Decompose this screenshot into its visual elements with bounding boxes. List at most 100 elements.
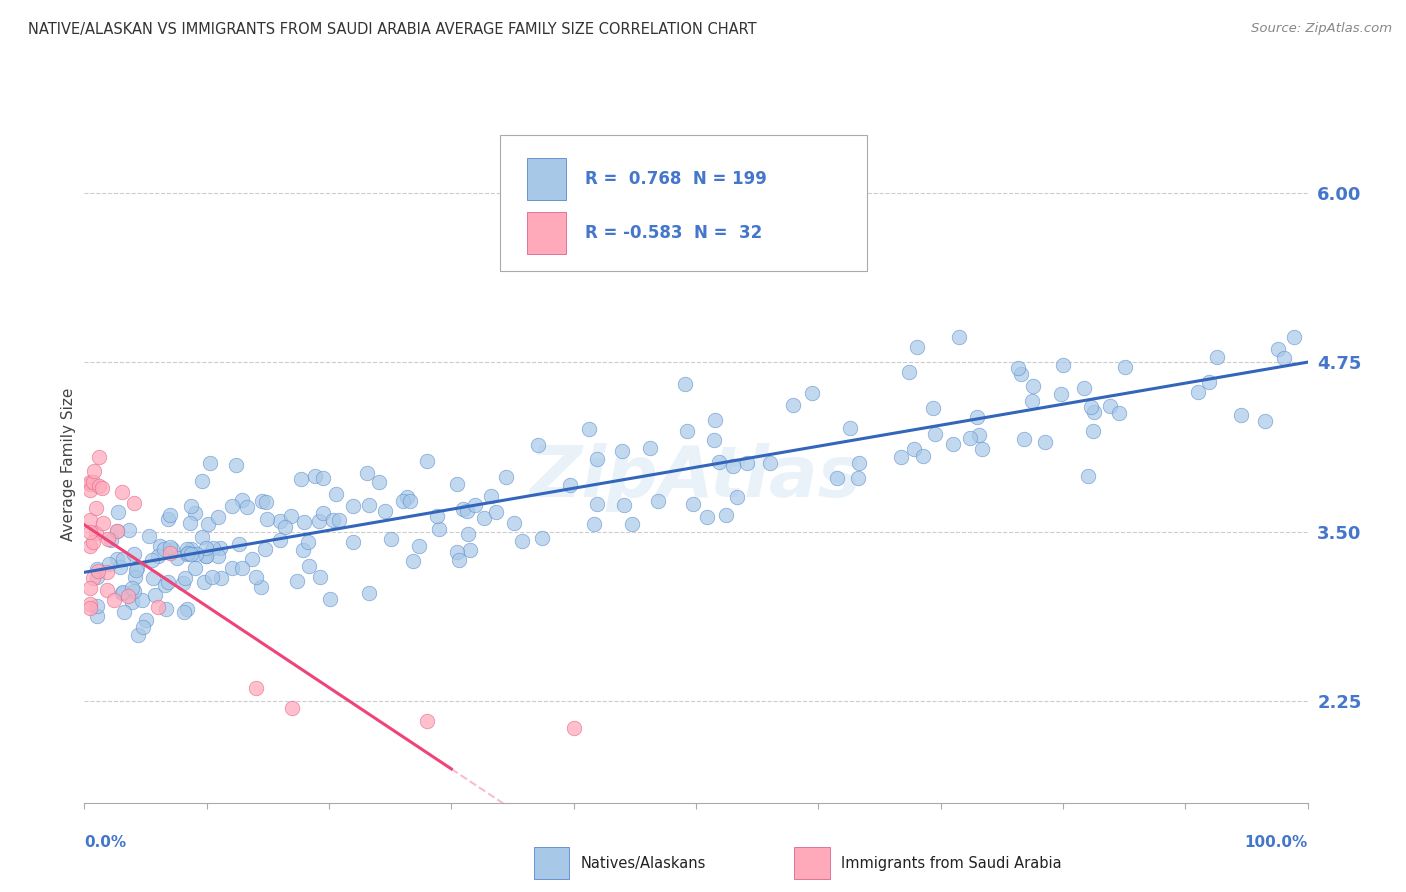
Point [79,483,101,497]
Text: R = -0.583  N =  32: R = -0.583 N = 32 [585,225,762,243]
Point [1081,424,1104,438]
Point [427,522,450,536]
Point [156,575,179,590]
Point [153,541,176,556]
Point [416,454,439,468]
Point [176,541,198,556]
Point [86,570,108,584]
Point [124,569,146,583]
Point [96,565,118,579]
Point [269,533,291,548]
Point [456,503,478,517]
Point [287,574,309,588]
Point [703,434,725,448]
Point [194,549,217,563]
Point [105,524,128,539]
Text: NATIVE/ALASKAN VS IMMIGRANTS FROM SAUDI ARABIA AVERAGE FAMILY SIZE CORRELATION C: NATIVE/ALASKAN VS IMMIGRANTS FROM SAUDI … [28,22,756,37]
Point [426,508,449,523]
Point [87,564,110,578]
Point [111,484,134,499]
Point [131,620,153,634]
Text: Immigrants from Saudi Arabia: Immigrants from Saudi Arabia [841,855,1062,871]
Point [105,524,128,538]
Point [298,558,321,573]
Point [121,581,143,595]
Point [800,385,823,400]
Point [159,546,181,560]
Point [79,524,101,539]
Point [149,539,172,553]
Point [160,541,183,556]
Point [87,450,110,464]
Point [359,498,381,512]
Point [446,477,468,491]
Point [696,509,718,524]
Point [905,340,928,354]
Point [122,584,145,599]
Point [297,535,319,549]
Point [111,585,134,599]
Point [184,561,207,575]
Point [1033,434,1056,449]
Point [1108,406,1130,420]
Point [221,560,243,574]
Point [1198,375,1220,389]
Point [146,549,169,564]
Point [446,544,468,558]
Point [325,486,347,500]
Point [256,512,278,526]
Point [146,599,169,614]
Point [228,537,250,551]
Point [311,471,333,485]
Point [180,499,202,513]
Point [402,554,425,568]
Bar [527,212,567,254]
Point [356,466,378,480]
Point [225,458,247,472]
Point [1077,468,1099,483]
Point [191,475,214,489]
Point [207,510,229,524]
Point [959,432,981,446]
Point [890,450,912,465]
Point [153,578,176,592]
Point [86,599,108,614]
Point [142,571,165,585]
Point [502,516,524,530]
Point [638,441,661,455]
Point [714,508,737,522]
Point [117,590,139,604]
Point [586,451,609,466]
Point [240,551,263,566]
Point [485,505,508,519]
Point [250,580,273,594]
Point [839,421,862,435]
Point [924,427,946,442]
Point [231,561,253,575]
Point [831,233,853,247]
Point [184,547,207,561]
Point [703,413,725,427]
Point [84,525,107,540]
Point [308,569,330,583]
Point [281,701,304,715]
Point [510,533,533,548]
FancyBboxPatch shape [501,135,868,270]
Point [530,531,553,545]
Point [79,513,101,527]
Point [274,520,297,534]
Bar [527,158,567,200]
Point [96,582,118,597]
Point [560,478,582,492]
Point [1114,359,1136,374]
Point [396,491,419,505]
Point [82,571,104,585]
Point [526,246,548,260]
Point [79,539,101,553]
Point [948,330,970,344]
Point [245,570,267,584]
Point [122,496,145,510]
Point [725,490,748,504]
Point [202,541,225,555]
Point [495,470,517,484]
